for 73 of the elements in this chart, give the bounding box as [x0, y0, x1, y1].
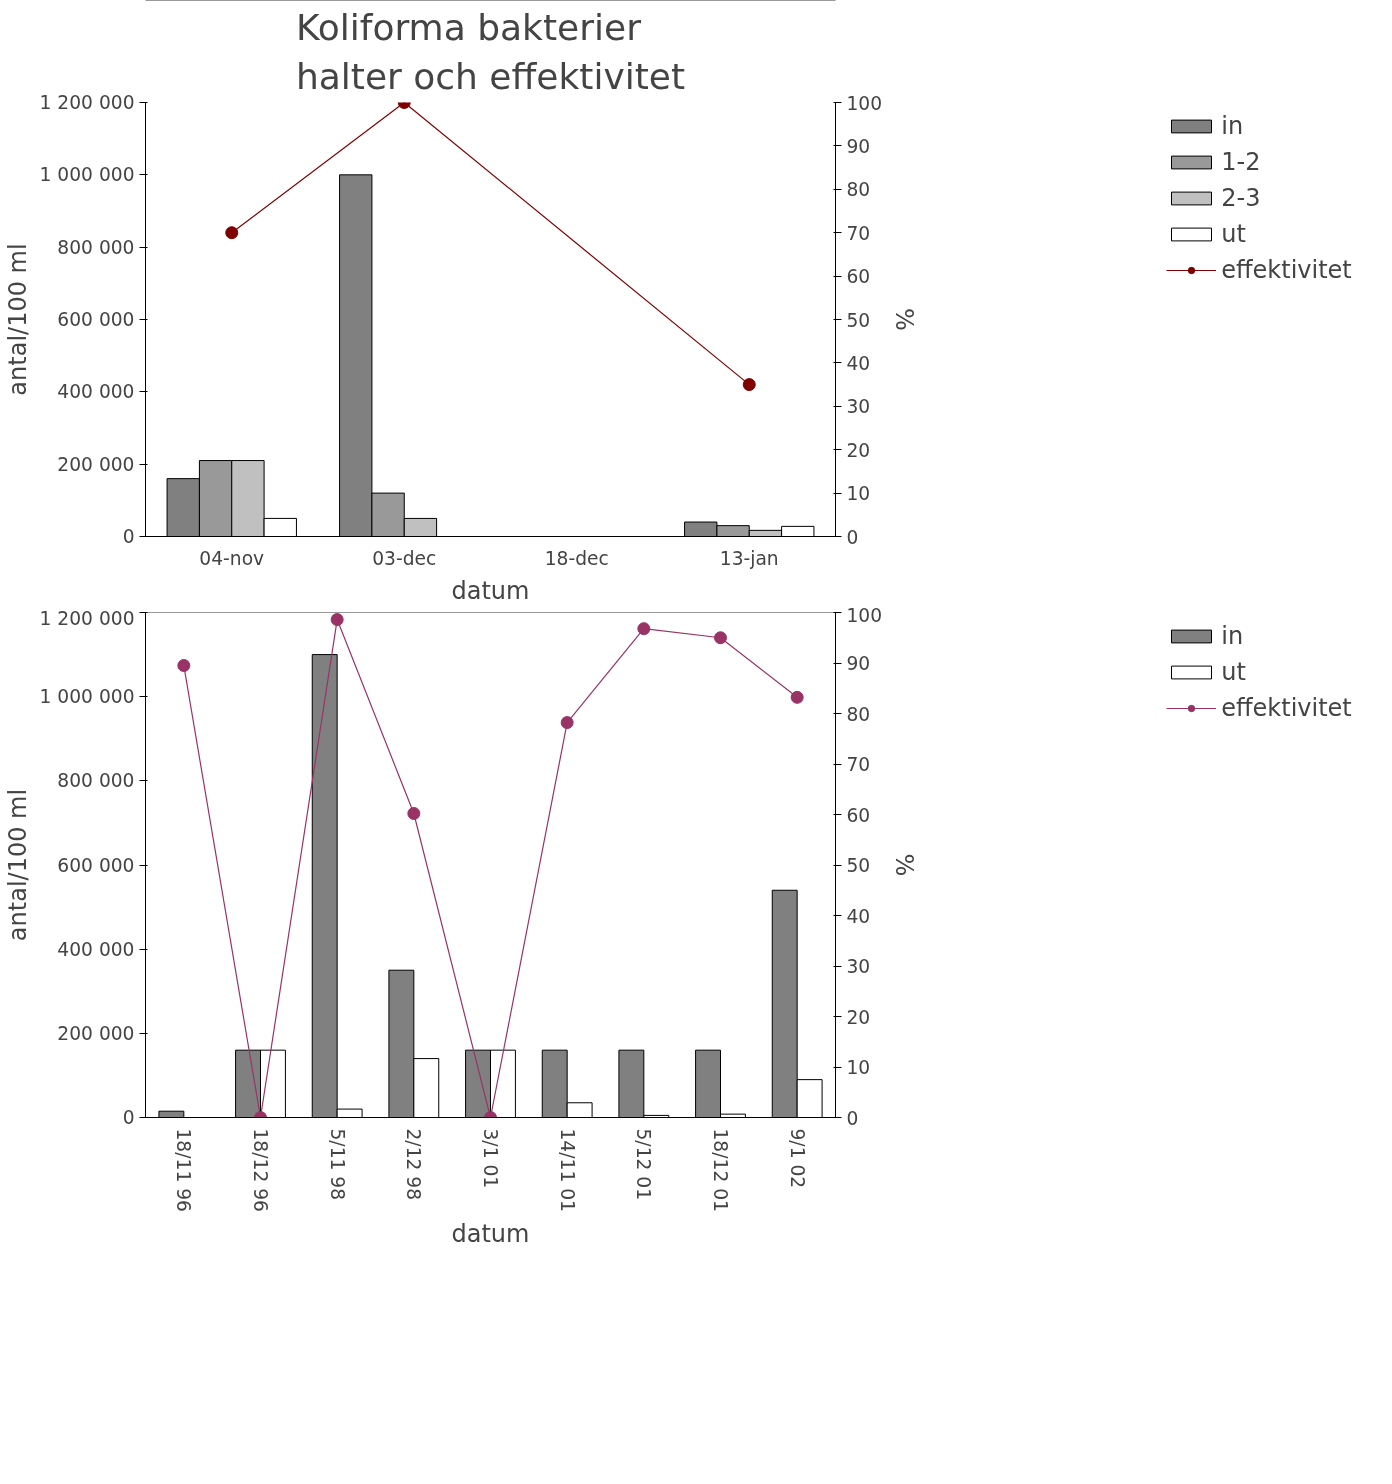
legend-label: effektivitet — [1221, 694, 1352, 722]
y2-tick-label: 30 — [846, 396, 871, 418]
y2-tick-label: 40 — [846, 905, 871, 927]
y2-tick-label: 80 — [846, 703, 871, 725]
x-tick-label: 2/12 98 — [403, 1128, 425, 1201]
y2-tick-label: 20 — [846, 1006, 871, 1028]
y2-tick-label: 10 — [846, 483, 871, 505]
y-tick-label: 0 — [122, 526, 135, 547]
y2-tick-label: 80 — [846, 179, 871, 201]
y-tick-label: 1 000 000 — [39, 164, 135, 186]
y2-tick-label: 0 — [846, 1107, 859, 1129]
x-tick-label: 03-dec — [372, 547, 437, 569]
x-axis-title: datum — [451, 576, 530, 605]
point — [177, 659, 191, 673]
y2-tick-label: 30 — [846, 956, 871, 977]
y-axis-title: antal/100 ml — [3, 788, 32, 942]
x-tick-label: 18-dec — [544, 547, 609, 569]
y2-tick-label: 50 — [846, 855, 871, 876]
y-tick-label: 1 200 000 — [39, 607, 135, 629]
x-axis-title: datum — [451, 1219, 530, 1248]
x-tick-label: 13-jan — [719, 547, 779, 569]
y-tick-label: 0 — [122, 1107, 135, 1128]
y2-tick-label: 60 — [846, 266, 871, 288]
point — [560, 716, 574, 730]
legend-label: 2-3 — [1221, 184, 1261, 212]
y2-tick-label: 40 — [846, 352, 871, 374]
y2-tick-label: 50 — [846, 309, 871, 331]
y2-tick-label: 20 — [846, 439, 871, 461]
point — [714, 631, 727, 645]
x-tick-label: 14/11 01 — [556, 1128, 578, 1212]
y2-tick-label: 0 — [846, 526, 859, 548]
legend-label: 1-2 — [1221, 148, 1261, 176]
y2-axis-title: % — [890, 853, 919, 877]
legend-label: ut — [1221, 220, 1246, 248]
legend-label: ut — [1221, 658, 1246, 686]
x-tick-label: 18/12 96 — [250, 1128, 271, 1212]
y-tick-label: 600 000 — [57, 309, 135, 330]
y-tick-label: 200 000 — [57, 453, 135, 475]
y2-tick-label: 70 — [846, 222, 871, 244]
chart-title: Koliforma bakterier halter och effektivitet — [295, 7, 686, 98]
point — [790, 690, 804, 704]
y2-tick-label: 90 — [846, 135, 871, 157]
y-tick-label: 400 000 — [57, 938, 135, 960]
x-tick-label: 9/1 02 — [786, 1128, 808, 1189]
y-tick-label: 800 000 — [57, 770, 135, 792]
y2-tick-label: 10 — [846, 1057, 871, 1078]
y-tick-label: 600 000 — [57, 854, 135, 876]
point — [225, 226, 239, 240]
y2-tick-label: 100 — [846, 92, 883, 114]
x-tick-label: 5/12 01 — [633, 1128, 655, 1201]
legend-label: in — [1221, 112, 1244, 140]
y-tick-label: 400 000 — [57, 381, 135, 403]
point — [407, 807, 421, 820]
y-tick-label: 1 200 000 — [39, 92, 135, 113]
point — [637, 622, 651, 636]
x-tick-label: 5/11 98 — [326, 1128, 348, 1201]
y-tick-label: 200 000 — [57, 1022, 135, 1044]
y2-tick-label: 70 — [846, 754, 871, 775]
y2-tick-label: 100 — [846, 604, 883, 626]
y-tick-label: 800 000 — [57, 236, 135, 258]
point — [330, 613, 344, 627]
y2-axis-title: % — [890, 308, 919, 331]
point — [742, 378, 756, 392]
x-tick-label: 18/11 96 — [173, 1128, 195, 1212]
legend-label: in — [1221, 622, 1244, 650]
y-axis-title: antal/100 ml — [3, 243, 32, 396]
x-tick-label: 18/12 01 — [710, 1128, 731, 1212]
legend-label: effektivitet — [1221, 256, 1352, 284]
x-tick-label: 04-nov — [199, 547, 265, 569]
x-tick-label: 3/1 01 — [480, 1128, 501, 1189]
y2-tick-label: 90 — [846, 653, 871, 674]
y-tick-label: 1 000 000 — [39, 686, 135, 708]
y2-tick-label: 60 — [846, 804, 871, 826]
